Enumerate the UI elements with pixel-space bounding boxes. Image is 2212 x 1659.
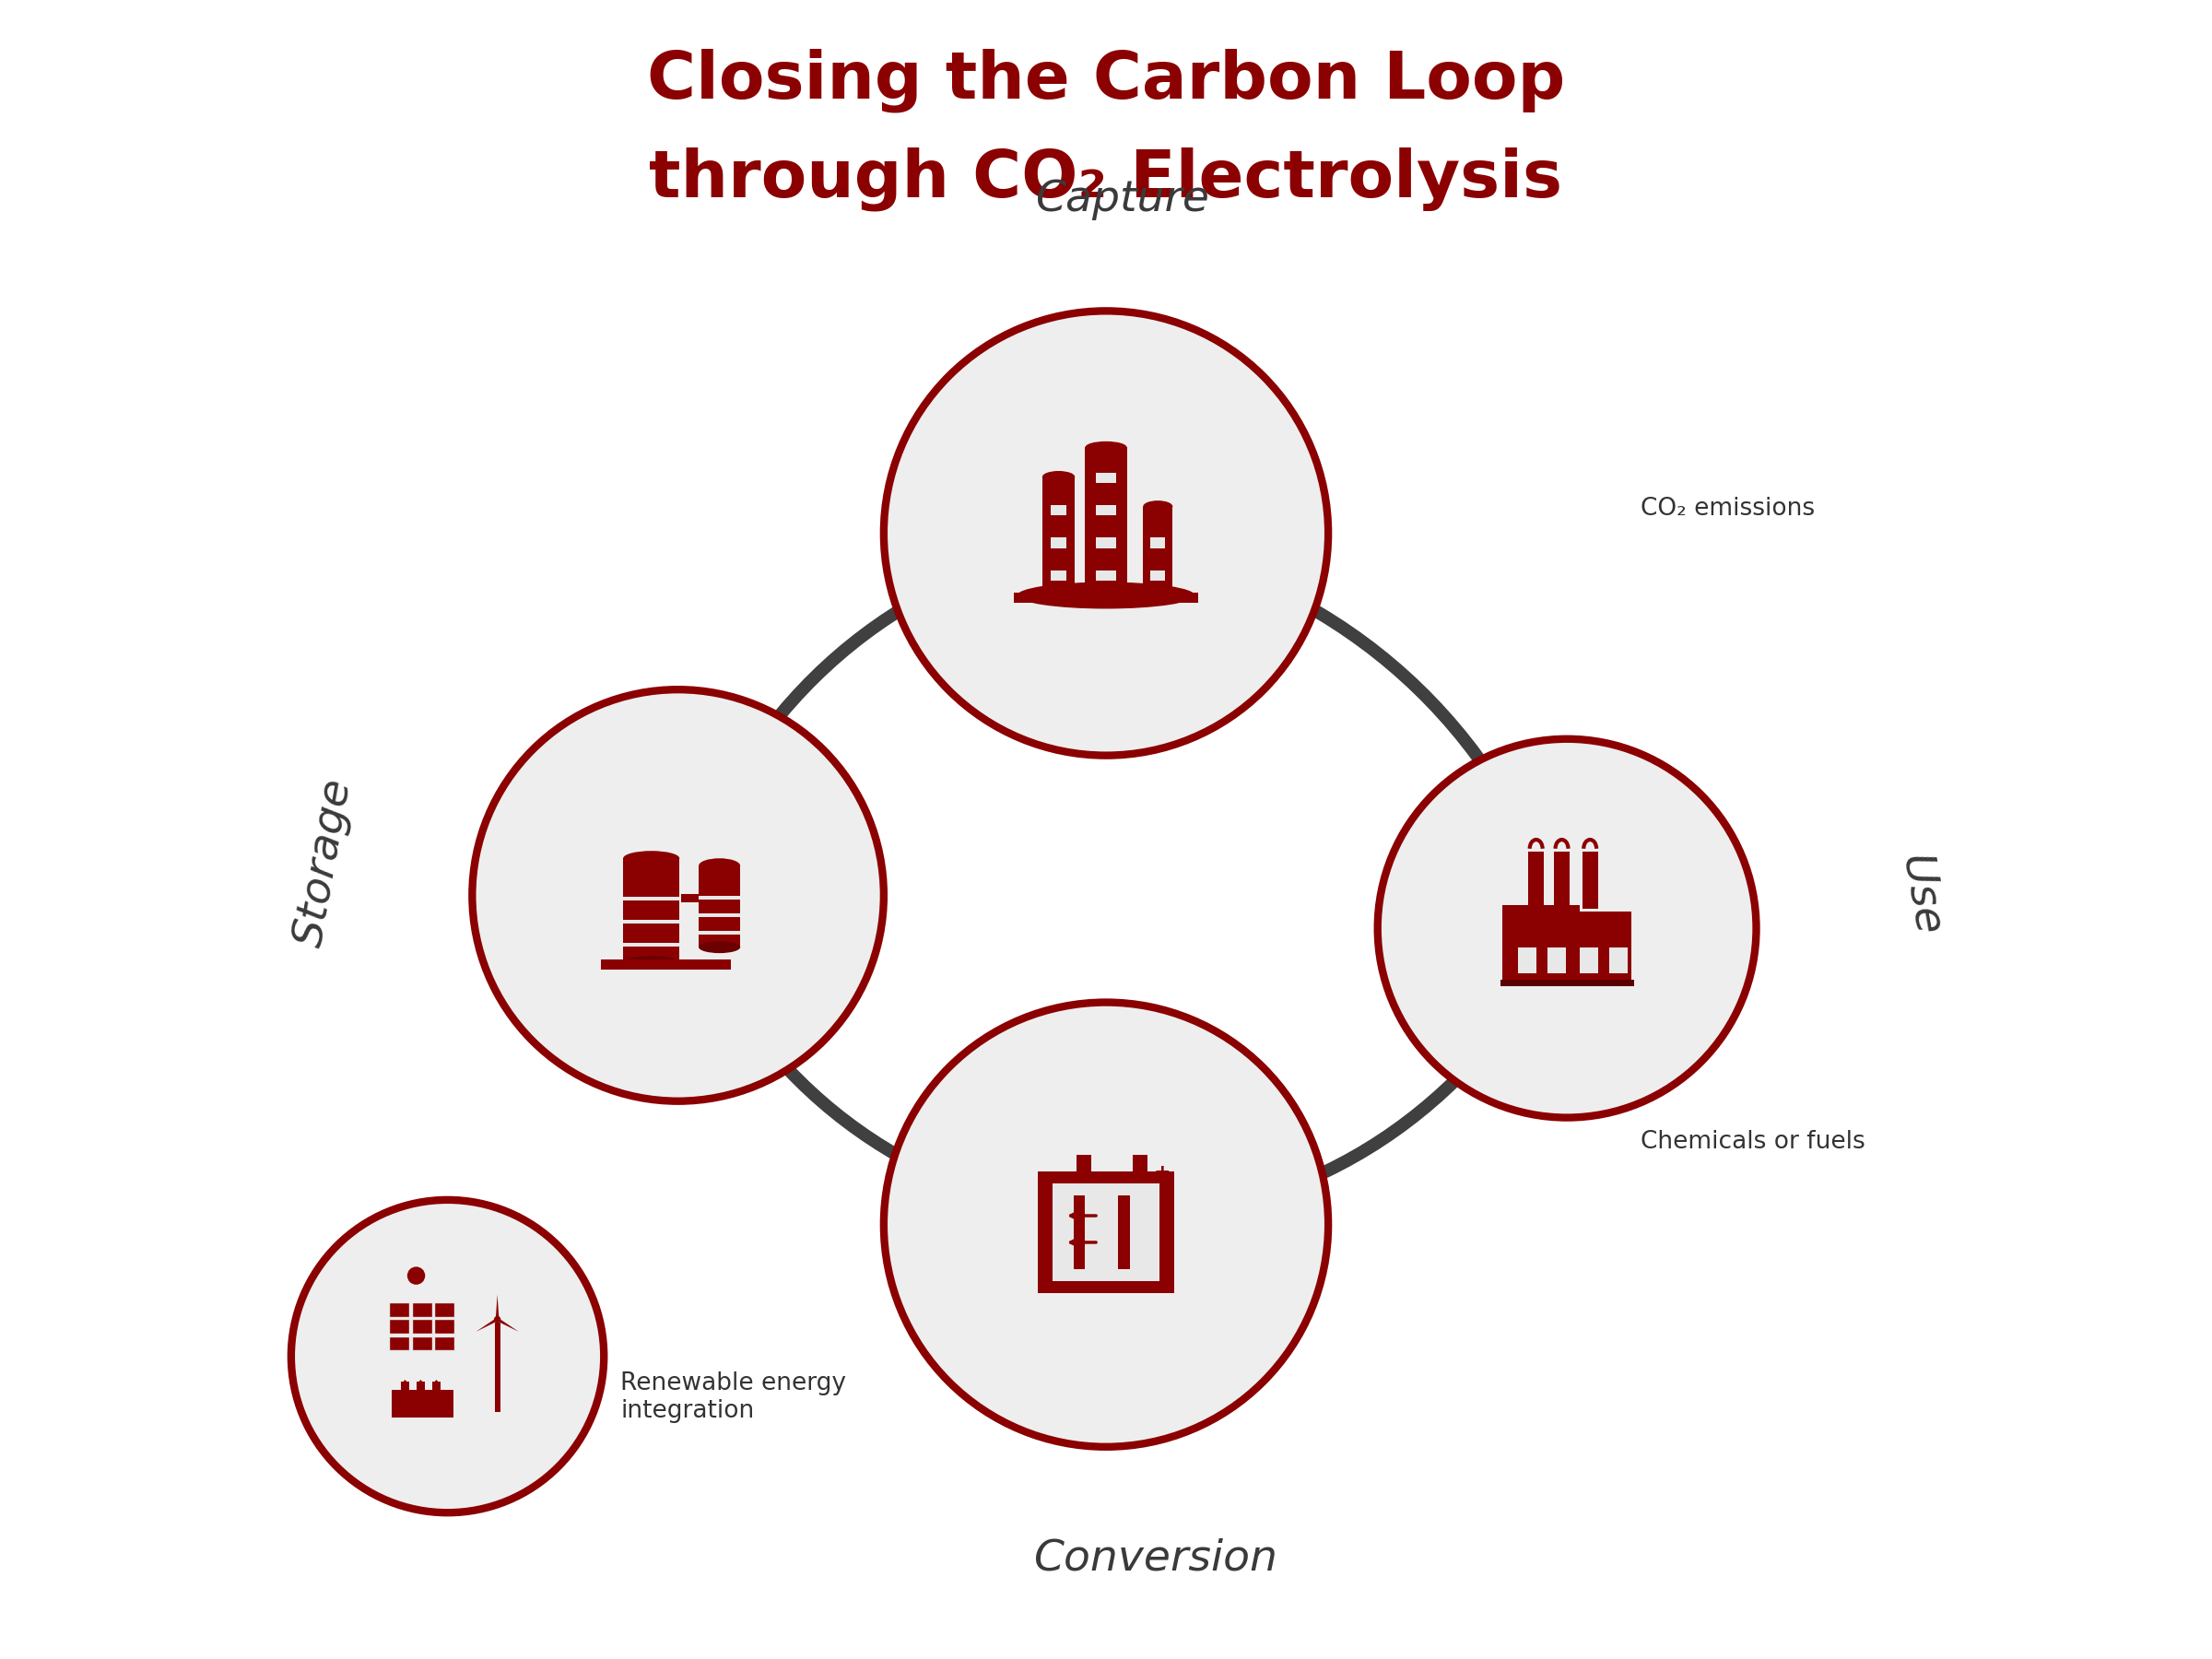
Bar xyxy=(1037,1171,1175,1292)
Bar xyxy=(1150,538,1166,547)
Bar xyxy=(1517,947,1535,974)
Bar xyxy=(400,1382,409,1395)
Bar xyxy=(1502,906,1579,916)
Bar xyxy=(699,896,741,899)
Bar xyxy=(1095,538,1117,547)
FancyArrowPatch shape xyxy=(684,538,1079,879)
Bar xyxy=(434,1319,453,1334)
Bar xyxy=(1073,1194,1086,1269)
Bar xyxy=(681,894,701,902)
Bar xyxy=(1528,851,1544,909)
Ellipse shape xyxy=(699,858,741,873)
Bar xyxy=(1095,473,1117,483)
Ellipse shape xyxy=(1018,582,1194,609)
Bar xyxy=(1077,1155,1091,1176)
Bar xyxy=(389,1335,409,1350)
Polygon shape xyxy=(476,1317,498,1332)
Bar xyxy=(431,1382,440,1395)
Ellipse shape xyxy=(493,1316,500,1322)
Ellipse shape xyxy=(624,956,679,967)
Circle shape xyxy=(885,310,1327,755)
Text: Closing the Carbon Loop: Closing the Carbon Loop xyxy=(646,48,1566,113)
Bar xyxy=(602,959,732,969)
Bar xyxy=(699,914,741,917)
Ellipse shape xyxy=(407,1267,425,1284)
Bar xyxy=(624,858,679,962)
Ellipse shape xyxy=(1144,501,1172,513)
Bar xyxy=(1053,1183,1159,1281)
Ellipse shape xyxy=(624,851,679,866)
Bar xyxy=(1095,571,1117,581)
FancyArrowPatch shape xyxy=(1133,942,1559,1223)
Polygon shape xyxy=(495,1294,500,1319)
Bar xyxy=(389,1319,409,1334)
Text: CO₂ emissions: CO₂ emissions xyxy=(1641,496,1816,521)
Bar xyxy=(392,1390,453,1418)
Bar xyxy=(699,931,741,936)
Bar xyxy=(1013,592,1199,602)
Text: Use: Use xyxy=(1893,851,1949,939)
Bar xyxy=(624,921,679,924)
Bar xyxy=(624,898,679,901)
Bar xyxy=(1051,504,1066,516)
Bar xyxy=(1117,1194,1130,1269)
Bar xyxy=(699,866,741,947)
Bar xyxy=(411,1302,431,1317)
Bar xyxy=(495,1322,500,1412)
Bar xyxy=(1042,476,1075,596)
Bar xyxy=(1095,504,1117,516)
Bar xyxy=(1502,911,1630,982)
Polygon shape xyxy=(495,1317,518,1332)
Bar xyxy=(434,1302,453,1317)
Bar xyxy=(1051,571,1066,581)
Ellipse shape xyxy=(1042,471,1075,483)
Bar xyxy=(411,1319,431,1334)
Ellipse shape xyxy=(1086,441,1126,453)
Circle shape xyxy=(471,690,885,1102)
Bar xyxy=(416,1382,425,1395)
Bar xyxy=(1610,947,1628,974)
FancyArrowPatch shape xyxy=(1124,538,1559,906)
Bar xyxy=(1500,979,1635,985)
Bar xyxy=(624,942,679,947)
Bar xyxy=(1150,571,1166,581)
Circle shape xyxy=(292,1199,604,1513)
Text: −: − xyxy=(1042,1163,1057,1181)
Bar xyxy=(389,1302,409,1317)
Bar xyxy=(411,1335,431,1350)
Bar xyxy=(1555,851,1571,909)
Text: through CO₂ Electrolysis: through CO₂ Electrolysis xyxy=(650,148,1562,211)
Text: Capture: Capture xyxy=(1035,179,1210,221)
Circle shape xyxy=(1378,738,1756,1118)
Text: Storage: Storage xyxy=(290,775,358,951)
Bar xyxy=(1086,448,1126,596)
Ellipse shape xyxy=(699,941,741,954)
Bar xyxy=(1579,947,1597,974)
Circle shape xyxy=(885,1002,1327,1447)
Bar xyxy=(1548,947,1566,974)
Text: Conversion: Conversion xyxy=(1033,1538,1279,1579)
Text: Renewable energy
integration: Renewable energy integration xyxy=(619,1372,847,1423)
Text: Chemicals or fuels: Chemicals or fuels xyxy=(1641,1130,1865,1155)
Bar xyxy=(1051,538,1066,547)
Bar xyxy=(1144,506,1172,596)
Bar xyxy=(1133,1155,1148,1176)
Bar xyxy=(434,1335,453,1350)
Text: +: + xyxy=(1155,1163,1170,1181)
FancyArrowPatch shape xyxy=(688,919,1088,1221)
Bar xyxy=(1582,851,1597,909)
